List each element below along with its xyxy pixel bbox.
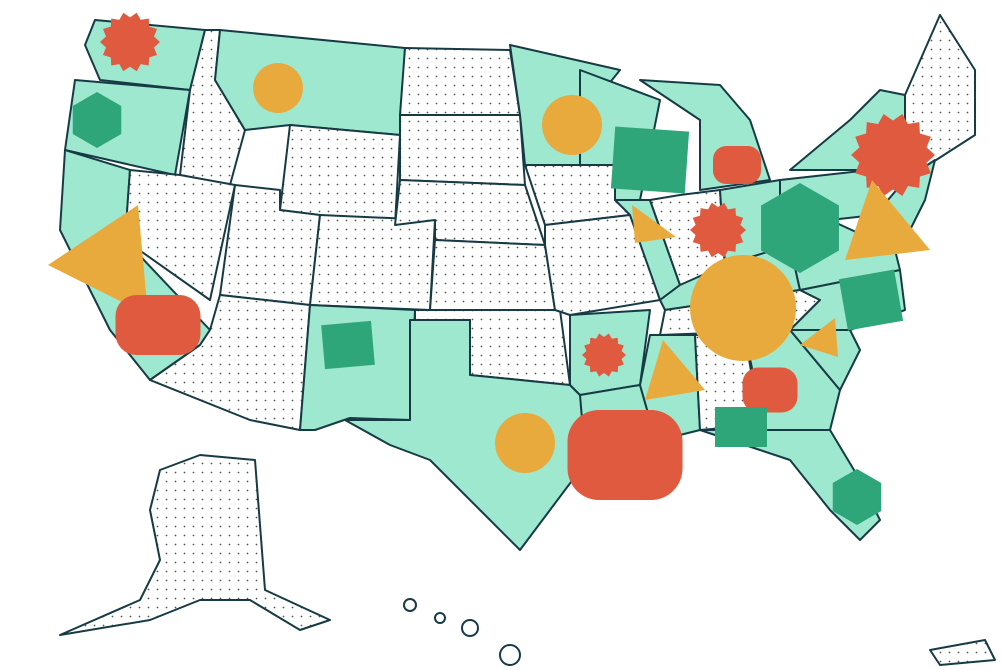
sticker-triangle: [645, 340, 705, 400]
sticker-blob: [742, 367, 798, 413]
sticker-circle: [495, 413, 555, 473]
sticker-burst: [690, 202, 746, 258]
sticker-circle: [542, 95, 602, 155]
sticker-hexagon: [761, 183, 839, 273]
sticker-circle: [690, 255, 796, 361]
sticker-burst: [100, 12, 160, 72]
sticker-square: [715, 407, 767, 447]
state: [399, 47, 521, 116]
sticker-blob: [115, 295, 201, 355]
sticker-square: [838, 269, 904, 331]
sticker-triangle: [800, 318, 838, 357]
sticker-triangle: [845, 180, 930, 260]
island: [461, 619, 479, 637]
sticker-burst: [582, 333, 626, 377]
state: [399, 114, 526, 186]
stickers: [48, 12, 935, 525]
state: [429, 239, 556, 311]
state: [214, 29, 406, 136]
sticker-blob: [713, 146, 761, 184]
island: [434, 612, 446, 624]
sticker-circle: [253, 63, 303, 113]
state: [279, 124, 401, 226]
island: [499, 644, 521, 666]
sticker-square: [610, 126, 690, 194]
state: [929, 639, 996, 666]
sticker-square: [321, 320, 375, 370]
state: [699, 429, 881, 541]
state: [344, 319, 586, 551]
state: [309, 214, 436, 311]
island: [403, 598, 417, 612]
sticker-triangle: [632, 205, 676, 243]
sticker-hexagon: [832, 469, 882, 525]
sticker-burst: [851, 114, 935, 196]
states: [59, 14, 996, 666]
sticker-blob: [567, 410, 683, 500]
state: [59, 454, 331, 636]
sticker-triangle: [48, 205, 148, 315]
sticker-hexagon: [72, 92, 122, 148]
